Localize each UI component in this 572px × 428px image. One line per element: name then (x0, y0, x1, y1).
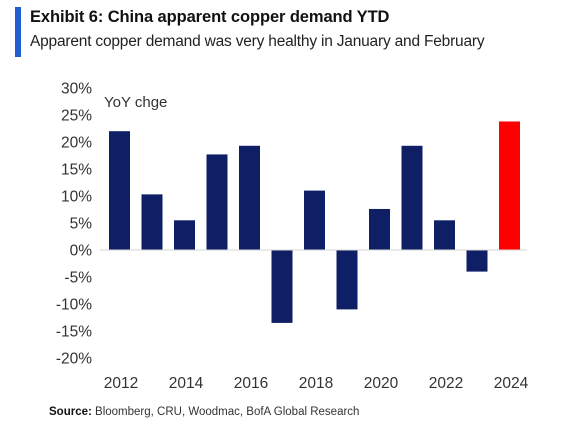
x-tick-label: 2014 (169, 375, 204, 392)
x-tick-label: 2024 (494, 375, 529, 392)
y-tick-label: 10% (61, 189, 92, 206)
y-axis-label: YoY chge (104, 94, 167, 111)
bar-2021 (401, 145, 423, 250)
x-tick-label: 2022 (429, 375, 463, 392)
chart-title: Exhibit 6: China apparent copper demand … (30, 8, 390, 26)
y-tick-label: -15% (56, 324, 92, 341)
source-label: Source: (49, 406, 92, 418)
y-tick-label: 30% (61, 81, 92, 98)
bar-2013 (141, 194, 163, 250)
bar-2016 (239, 145, 260, 250)
y-tick-label: -5% (64, 270, 92, 287)
y-axis-ticks: 30% 25% 20% 15% 10% 5% 0% -5% -10% -15% -20% (56, 81, 92, 368)
chart-subtitle: Apparent copper demand was very healthy … (30, 33, 485, 50)
y-tick-label: -10% (56, 297, 92, 314)
bar-2012 (109, 131, 130, 250)
bar-2020 (369, 208, 390, 250)
bar-2018 (304, 190, 325, 250)
x-tick-label: 2016 (234, 375, 268, 392)
x-tick-label: 2020 (364, 375, 399, 392)
y-tick-label: 5% (70, 216, 93, 233)
title-accent-bar (15, 7, 21, 57)
x-tick-label: 2018 (299, 375, 333, 392)
bar-2015 (206, 154, 228, 250)
bar-2024 (499, 121, 520, 250)
bar-2019 (336, 250, 358, 310)
source-note: Source: Bloomberg, CRU, Woodmac, BofA Gl… (49, 406, 359, 418)
x-axis-ticks: 2012 2014 2016 2018 2020 2022 2024 (104, 375, 529, 392)
y-tick-label: 0% (70, 243, 93, 260)
y-tick-label: 15% (61, 162, 92, 179)
bars (109, 121, 520, 323)
x-tick-label: 2012 (104, 375, 138, 392)
bar-2022 (434, 220, 455, 250)
y-tick-label: -20% (56, 351, 92, 368)
source-text: Bloomberg, CRU, Woodmac, BofA Global Res… (95, 406, 360, 418)
y-tick-label: 20% (61, 135, 92, 152)
bar-2014 (174, 220, 195, 250)
bar-2023 (466, 250, 488, 272)
bar-2017 (271, 250, 293, 323)
y-tick-label: 25% (61, 108, 92, 125)
